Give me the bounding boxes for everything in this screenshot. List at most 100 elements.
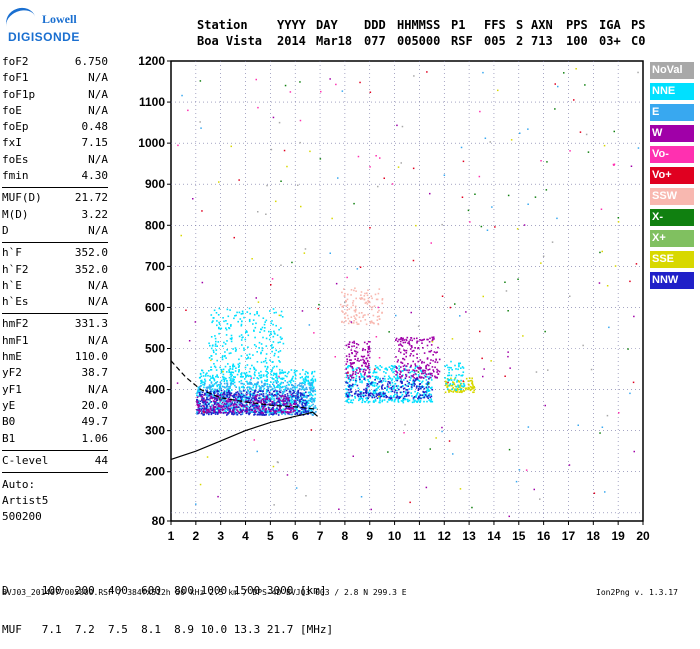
echo-point — [256, 351, 258, 353]
param-name: hmF1 — [2, 333, 29, 347]
echo-point — [277, 414, 280, 416]
legend-entry-x: X+ — [650, 230, 694, 247]
echo-point — [223, 405, 226, 407]
echo-point — [459, 362, 461, 365]
param-value: 4.30 — [81, 169, 109, 183]
noise-point — [304, 248, 307, 250]
echo-point — [354, 305, 357, 308]
echo-point — [306, 400, 309, 403]
echo-point — [208, 370, 210, 372]
echo-point — [218, 411, 221, 414]
echo-point — [367, 313, 369, 316]
noise-point — [544, 330, 546, 333]
echo-point — [269, 385, 271, 388]
echo-point — [421, 386, 424, 388]
echo-point — [290, 379, 293, 381]
noise-point — [426, 71, 428, 73]
noise-point — [230, 145, 232, 148]
echo-point — [249, 412, 251, 415]
echo-point — [235, 348, 237, 351]
param-row: foF1 N/A — [2, 71, 108, 87]
echo-point — [379, 369, 381, 371]
echo-point — [272, 341, 275, 343]
echo-point — [216, 381, 219, 383]
echo-point — [297, 405, 299, 407]
echo-point — [265, 370, 267, 372]
echo-point — [285, 411, 288, 414]
echo-point — [277, 399, 279, 401]
echo-point — [433, 338, 435, 340]
echo-point — [213, 351, 215, 354]
echo-point — [235, 398, 237, 400]
echo-point — [226, 392, 228, 394]
echo-point — [381, 302, 384, 305]
echo-point — [208, 385, 210, 388]
echo-point — [213, 403, 216, 405]
echo-point — [253, 373, 256, 375]
echo-point — [432, 338, 434, 340]
echo-point — [378, 381, 380, 383]
echo-point — [214, 343, 217, 345]
echo-point — [291, 403, 293, 405]
echo-point — [369, 371, 371, 374]
echo-point — [367, 300, 369, 302]
echo-point — [417, 366, 419, 369]
echo-point — [276, 377, 279, 380]
noise-point — [508, 448, 511, 451]
echo-point — [276, 395, 278, 397]
echo-point — [455, 391, 458, 393]
echo-point — [465, 387, 468, 390]
echo-point — [246, 364, 249, 366]
echo-point — [200, 375, 203, 378]
echo-point — [275, 374, 278, 376]
echo-point — [270, 403, 272, 405]
echo-point — [247, 389, 249, 391]
echo-point — [358, 367, 360, 369]
param-value: N/A — [88, 333, 108, 347]
echo-point — [203, 384, 206, 386]
echo-point — [374, 390, 377, 393]
echo-point — [448, 374, 450, 377]
echo-point — [354, 317, 356, 319]
echo-point — [367, 354, 370, 356]
param-row: foF1p N/A — [2, 88, 108, 104]
echo-point — [245, 397, 247, 399]
echo-point — [202, 405, 204, 407]
echo-point — [444, 365, 446, 368]
echo-point — [271, 388, 273, 391]
echo-point — [436, 351, 438, 353]
echo-point — [261, 414, 263, 416]
echo-point — [220, 327, 223, 330]
electron-density-profile — [170, 411, 318, 460]
echo-point — [282, 408, 285, 410]
echo-point — [244, 410, 246, 413]
echo-point — [246, 354, 248, 356]
echo-point — [342, 305, 345, 307]
echo-point — [241, 404, 244, 407]
echo-point — [423, 374, 426, 377]
echo-point — [235, 396, 238, 398]
param-value: 0.48 — [81, 120, 109, 134]
echo-point — [415, 400, 418, 403]
echo-point — [272, 367, 274, 369]
echo-point — [272, 383, 274, 385]
echo-point — [272, 387, 274, 390]
echo-point — [310, 409, 313, 411]
echo-point — [262, 336, 264, 339]
echo-point — [413, 337, 416, 340]
echo-point — [210, 382, 213, 384]
auto-line: Artist5 — [2, 494, 49, 507]
echo-point — [367, 365, 370, 367]
echo-point — [221, 356, 224, 359]
echo-point — [291, 407, 293, 410]
echo-point — [434, 361, 436, 363]
param-name: yF1 — [2, 382, 22, 396]
echo-point — [425, 383, 427, 385]
echo-point — [225, 390, 228, 393]
echo-point — [377, 323, 380, 326]
echo-point — [279, 336, 282, 338]
noise-point — [429, 448, 431, 450]
echo-point — [425, 373, 428, 376]
echo-point — [255, 383, 258, 386]
echo-point — [233, 411, 235, 414]
